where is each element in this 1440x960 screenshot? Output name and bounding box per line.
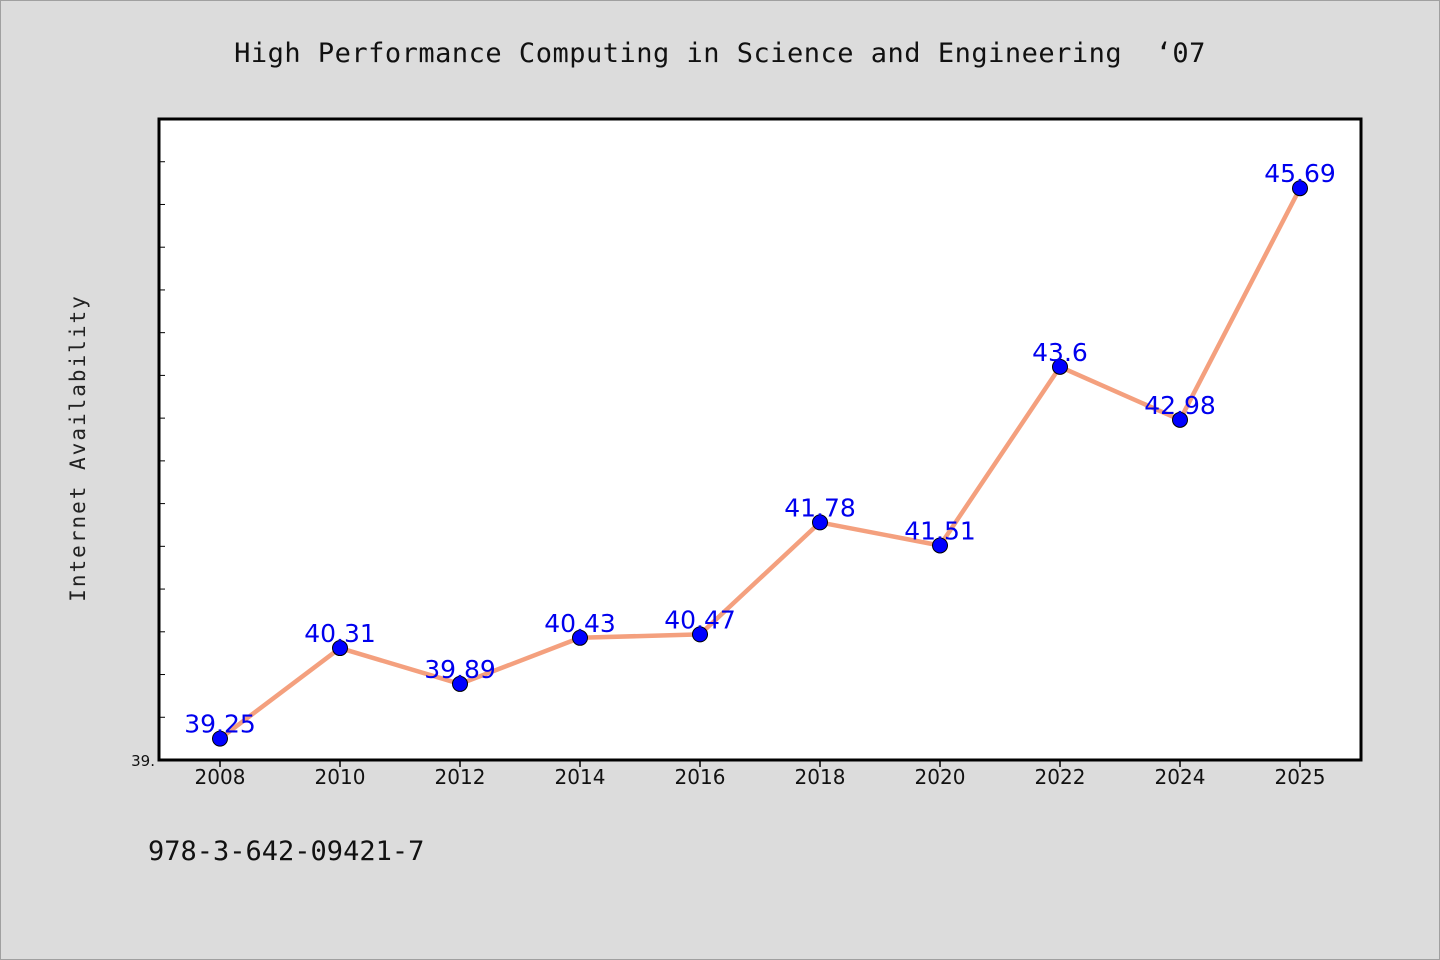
data-point [932,537,948,554]
data-point [1172,411,1188,428]
x-tick-label: 2025 [1275,765,1326,789]
x-tick-label: 2022 [1035,765,1086,789]
data-label: 40.47 [664,605,736,634]
data-label: 43.6 [1032,338,1088,367]
data-label: 39.25 [184,710,256,739]
x-tick-label: 2018 [795,765,846,789]
x-tick-label: 2010 [315,765,366,789]
data-label: 41.51 [904,516,976,545]
isbn-code: 978-3-642-09421-7 [148,836,425,867]
x-tick-label: 2020 [915,765,966,789]
data-point [812,514,828,531]
chart-title: High Performance Computing in Science an… [234,38,1206,69]
x-tick-label: 2012 [435,765,486,789]
series-line [218,187,1302,741]
data-point [452,675,468,692]
data-point [1052,358,1068,375]
data-label: 40.31 [304,619,376,648]
x-tick-label: 2008 [195,765,246,789]
data-label: 42.98 [1144,391,1216,420]
data-point [1292,180,1308,197]
data-label: 41.78 [784,493,856,522]
data-point [572,629,588,646]
x-tick-label: 2016 [675,765,726,789]
data-point [332,640,348,657]
data-label: 39.89 [424,655,496,684]
data-point [212,730,228,747]
plot-background [157,117,1363,762]
data-label: 45.69 [1264,159,1336,188]
x-tick-label: 2014 [555,765,606,789]
data-label: 40.43 [544,609,616,638]
x-tick-label: 2024 [1155,765,1206,789]
data-point [692,626,708,643]
y-tick-label: 39. [131,752,155,770]
